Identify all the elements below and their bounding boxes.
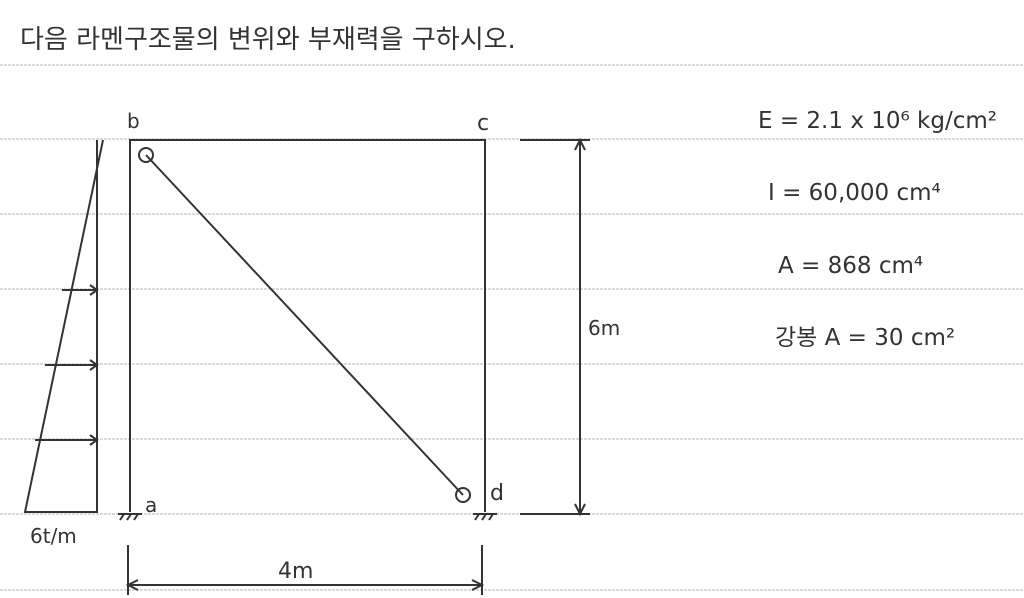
pin-d	[455, 487, 471, 503]
property-A: A = 868 cm⁴	[778, 253, 923, 279]
load-arrows	[35, 284, 99, 446]
frame	[129, 139, 486, 512]
fixed-support-d	[473, 513, 497, 521]
fixed-support-a	[118, 513, 142, 521]
property-rod-A: 강봉 A = 30 cm²	[775, 325, 955, 351]
node-b-label: b	[127, 109, 140, 133]
height-dimension	[520, 137, 590, 517]
distributed-load	[23, 139, 104, 513]
node-a-label: a	[145, 493, 157, 517]
height-label: 6m	[588, 316, 620, 340]
property-E: E = 2.1 x 10⁶ kg/cm²	[758, 108, 997, 134]
steel-rod	[145, 154, 464, 496]
node-d-label: d	[490, 481, 504, 506]
problem-statement: 다음 라멘구조물의 변위와 부재력을 구하시오.	[20, 25, 516, 55]
width-label: 4m	[278, 559, 313, 584]
property-I: I = 60,000 cm⁴	[768, 180, 941, 206]
width-dimension	[125, 545, 485, 595]
node-c-label: c	[477, 111, 489, 136]
pin-b	[138, 147, 154, 163]
load-label: 6t/m	[30, 524, 77, 548]
